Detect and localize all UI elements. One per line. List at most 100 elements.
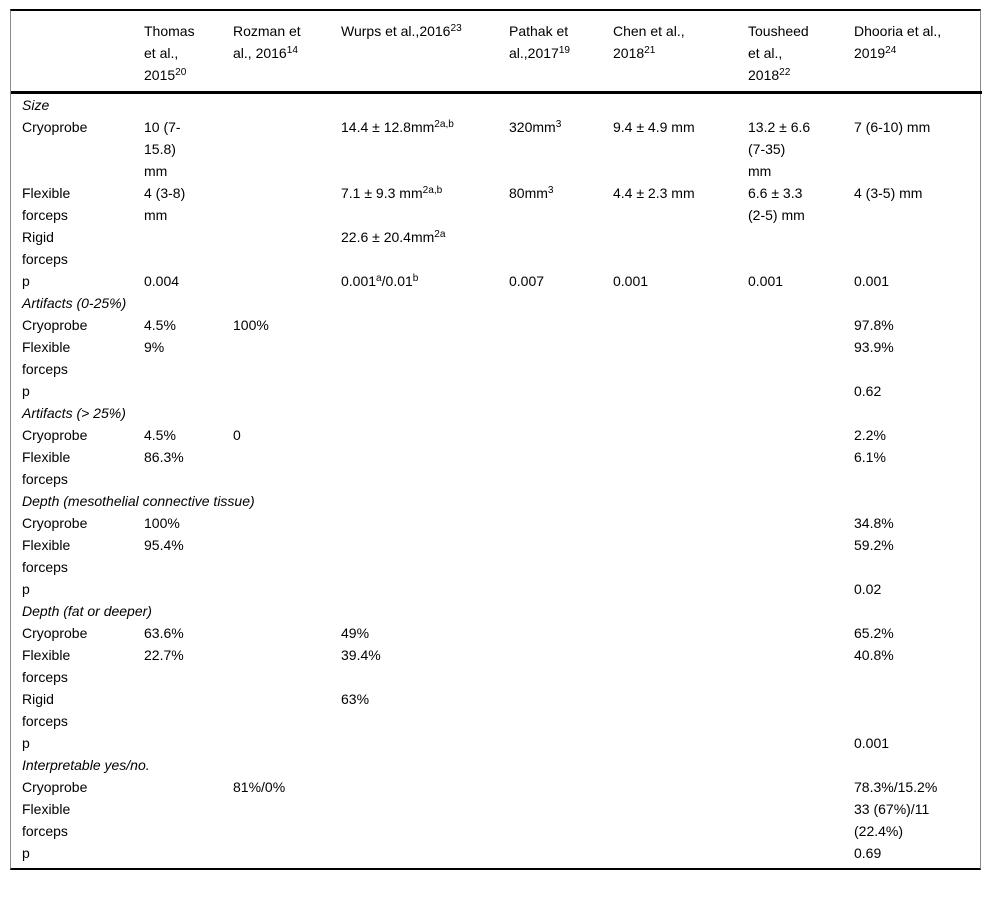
table-body: Size Cryoprobe 10 (7- 15.8) mm 14.4 ± 12.8m… — [11, 93, 982, 865]
table-row: Cryoprobe 4.5% 100% 97.8% — [11, 314, 982, 336]
data-cell: 95.4% — [144, 537, 184, 553]
corner-cell — [11, 11, 144, 94]
row-label-cell: p — [22, 845, 30, 861]
data-cell — [233, 732, 341, 754]
data-cell — [341, 512, 509, 534]
data-cell: 80mm3 — [509, 185, 554, 201]
data-cell — [233, 380, 341, 402]
row-label-cell: Flexible forceps — [22, 537, 71, 575]
data-cell — [233, 644, 341, 688]
data-cell: 6.6 ± 3.3 (2-5) mm — [748, 185, 805, 223]
data-cell: 4.5% — [144, 317, 176, 333]
data-cell — [748, 776, 854, 798]
table-row: Rigid forceps 63% — [11, 688, 982, 732]
data-cell: 0.001 — [854, 273, 890, 289]
data-cell — [233, 622, 341, 644]
data-cell — [341, 446, 509, 490]
data-cell — [509, 842, 613, 864]
data-cell — [613, 644, 748, 688]
table-row: Cryoprobe 81%/0% 78.3%/15.2% — [11, 776, 982, 798]
data-cell: 100% — [233, 317, 269, 333]
data-cell — [144, 380, 233, 402]
superscript-reference: 2a — [434, 229, 446, 241]
data-cell — [748, 512, 854, 534]
data-cell — [341, 424, 509, 446]
table-row: Cryoprobe 10 (7- 15.8) mm 14.4 ± 12.8mm2a,… — [11, 116, 982, 182]
table-row: Flexible forceps 33 (67%)/11 (22.4%) — [11, 798, 982, 842]
superscript-reference: 3 — [555, 119, 562, 131]
data-cell — [233, 578, 341, 600]
row-label-cell: p — [22, 273, 30, 289]
data-cell: 49% — [341, 625, 370, 641]
section-row: Depth (fat or deeper) — [11, 600, 982, 622]
data-cell — [613, 688, 748, 732]
column-header-study-1: Thomas et al., 201520 — [144, 11, 233, 94]
row-label-cell: Rigid forceps — [22, 229, 68, 267]
data-cell — [509, 798, 613, 842]
row-label-cell: Cryoprobe — [22, 779, 88, 795]
data-cell: 86.3% — [144, 449, 184, 465]
data-cell — [509, 644, 613, 688]
table-row: Flexible forceps 22.7% 39.4% 40.8% — [11, 644, 982, 688]
superscript-reference: 24 — [885, 45, 897, 57]
data-cell — [233, 534, 341, 578]
data-cell: 0.62 — [854, 383, 882, 399]
data-cell — [509, 226, 613, 270]
data-cell — [509, 688, 613, 732]
data-cell — [613, 446, 748, 490]
data-cell — [341, 732, 509, 754]
column-header-study-2: Rozman et al., 201614 — [233, 11, 341, 94]
section-label: Artifacts (> 25%) — [22, 405, 126, 421]
data-cell — [144, 578, 233, 600]
data-cell — [613, 226, 748, 270]
data-cell: 100% — [144, 515, 180, 531]
section-row: Artifacts (> 25%) — [11, 402, 982, 424]
data-cell — [233, 842, 341, 864]
superscript-reference: 3 — [547, 185, 554, 197]
data-cell — [233, 798, 341, 842]
data-cell: 9% — [144, 339, 165, 355]
column-header-study-5: Chen et al., 201821 — [613, 11, 748, 94]
data-cell — [613, 380, 748, 402]
data-cell — [854, 688, 982, 732]
data-cell — [144, 688, 233, 732]
data-cell: 22.7% — [144, 647, 184, 663]
superscript-reference: 23 — [450, 23, 462, 35]
superscript-reference: 14 — [286, 45, 298, 57]
data-cell: 63% — [341, 691, 370, 707]
data-cell — [509, 446, 613, 490]
superscript-reference: 2a,b — [434, 119, 454, 131]
data-cell: 0 — [233, 427, 241, 443]
data-cell — [509, 732, 613, 754]
data-cell: 4.4 ± 2.3 mm — [613, 185, 695, 201]
table-row: Flexible forceps 4 (3-8) mm 7.1 ± 9.3 mm2a… — [11, 182, 982, 226]
data-cell — [613, 314, 748, 336]
data-cell — [748, 578, 854, 600]
data-cell — [144, 732, 233, 754]
row-label-cell: Flexible forceps — [22, 185, 71, 223]
row-label-cell: Flexible forceps — [22, 449, 71, 487]
data-cell: 65.2% — [854, 625, 894, 641]
data-cell — [233, 182, 341, 226]
data-cell — [748, 534, 854, 578]
section-label: Depth (fat or deeper) — [22, 603, 152, 619]
data-cell — [341, 842, 509, 864]
superscript-reference: a — [376, 273, 382, 285]
data-cell: 6.1% — [854, 449, 886, 465]
data-cell — [748, 314, 854, 336]
data-cell — [509, 622, 613, 644]
data-cell — [144, 798, 233, 842]
data-cell: 7 (6-10) mm — [854, 119, 931, 135]
row-label-cell: p — [22, 581, 30, 597]
data-cell: 4 (3-5) mm — [854, 185, 923, 201]
data-cell — [613, 512, 748, 534]
data-cell — [613, 336, 748, 380]
row-label-cell: Cryoprobe — [22, 119, 88, 135]
data-cell: 4.5% — [144, 427, 176, 443]
table-row: p 0.69 — [11, 842, 982, 864]
data-cell — [341, 336, 509, 380]
data-cell: 40.8% — [854, 647, 894, 663]
data-cell — [509, 776, 613, 798]
data-cell — [509, 424, 613, 446]
